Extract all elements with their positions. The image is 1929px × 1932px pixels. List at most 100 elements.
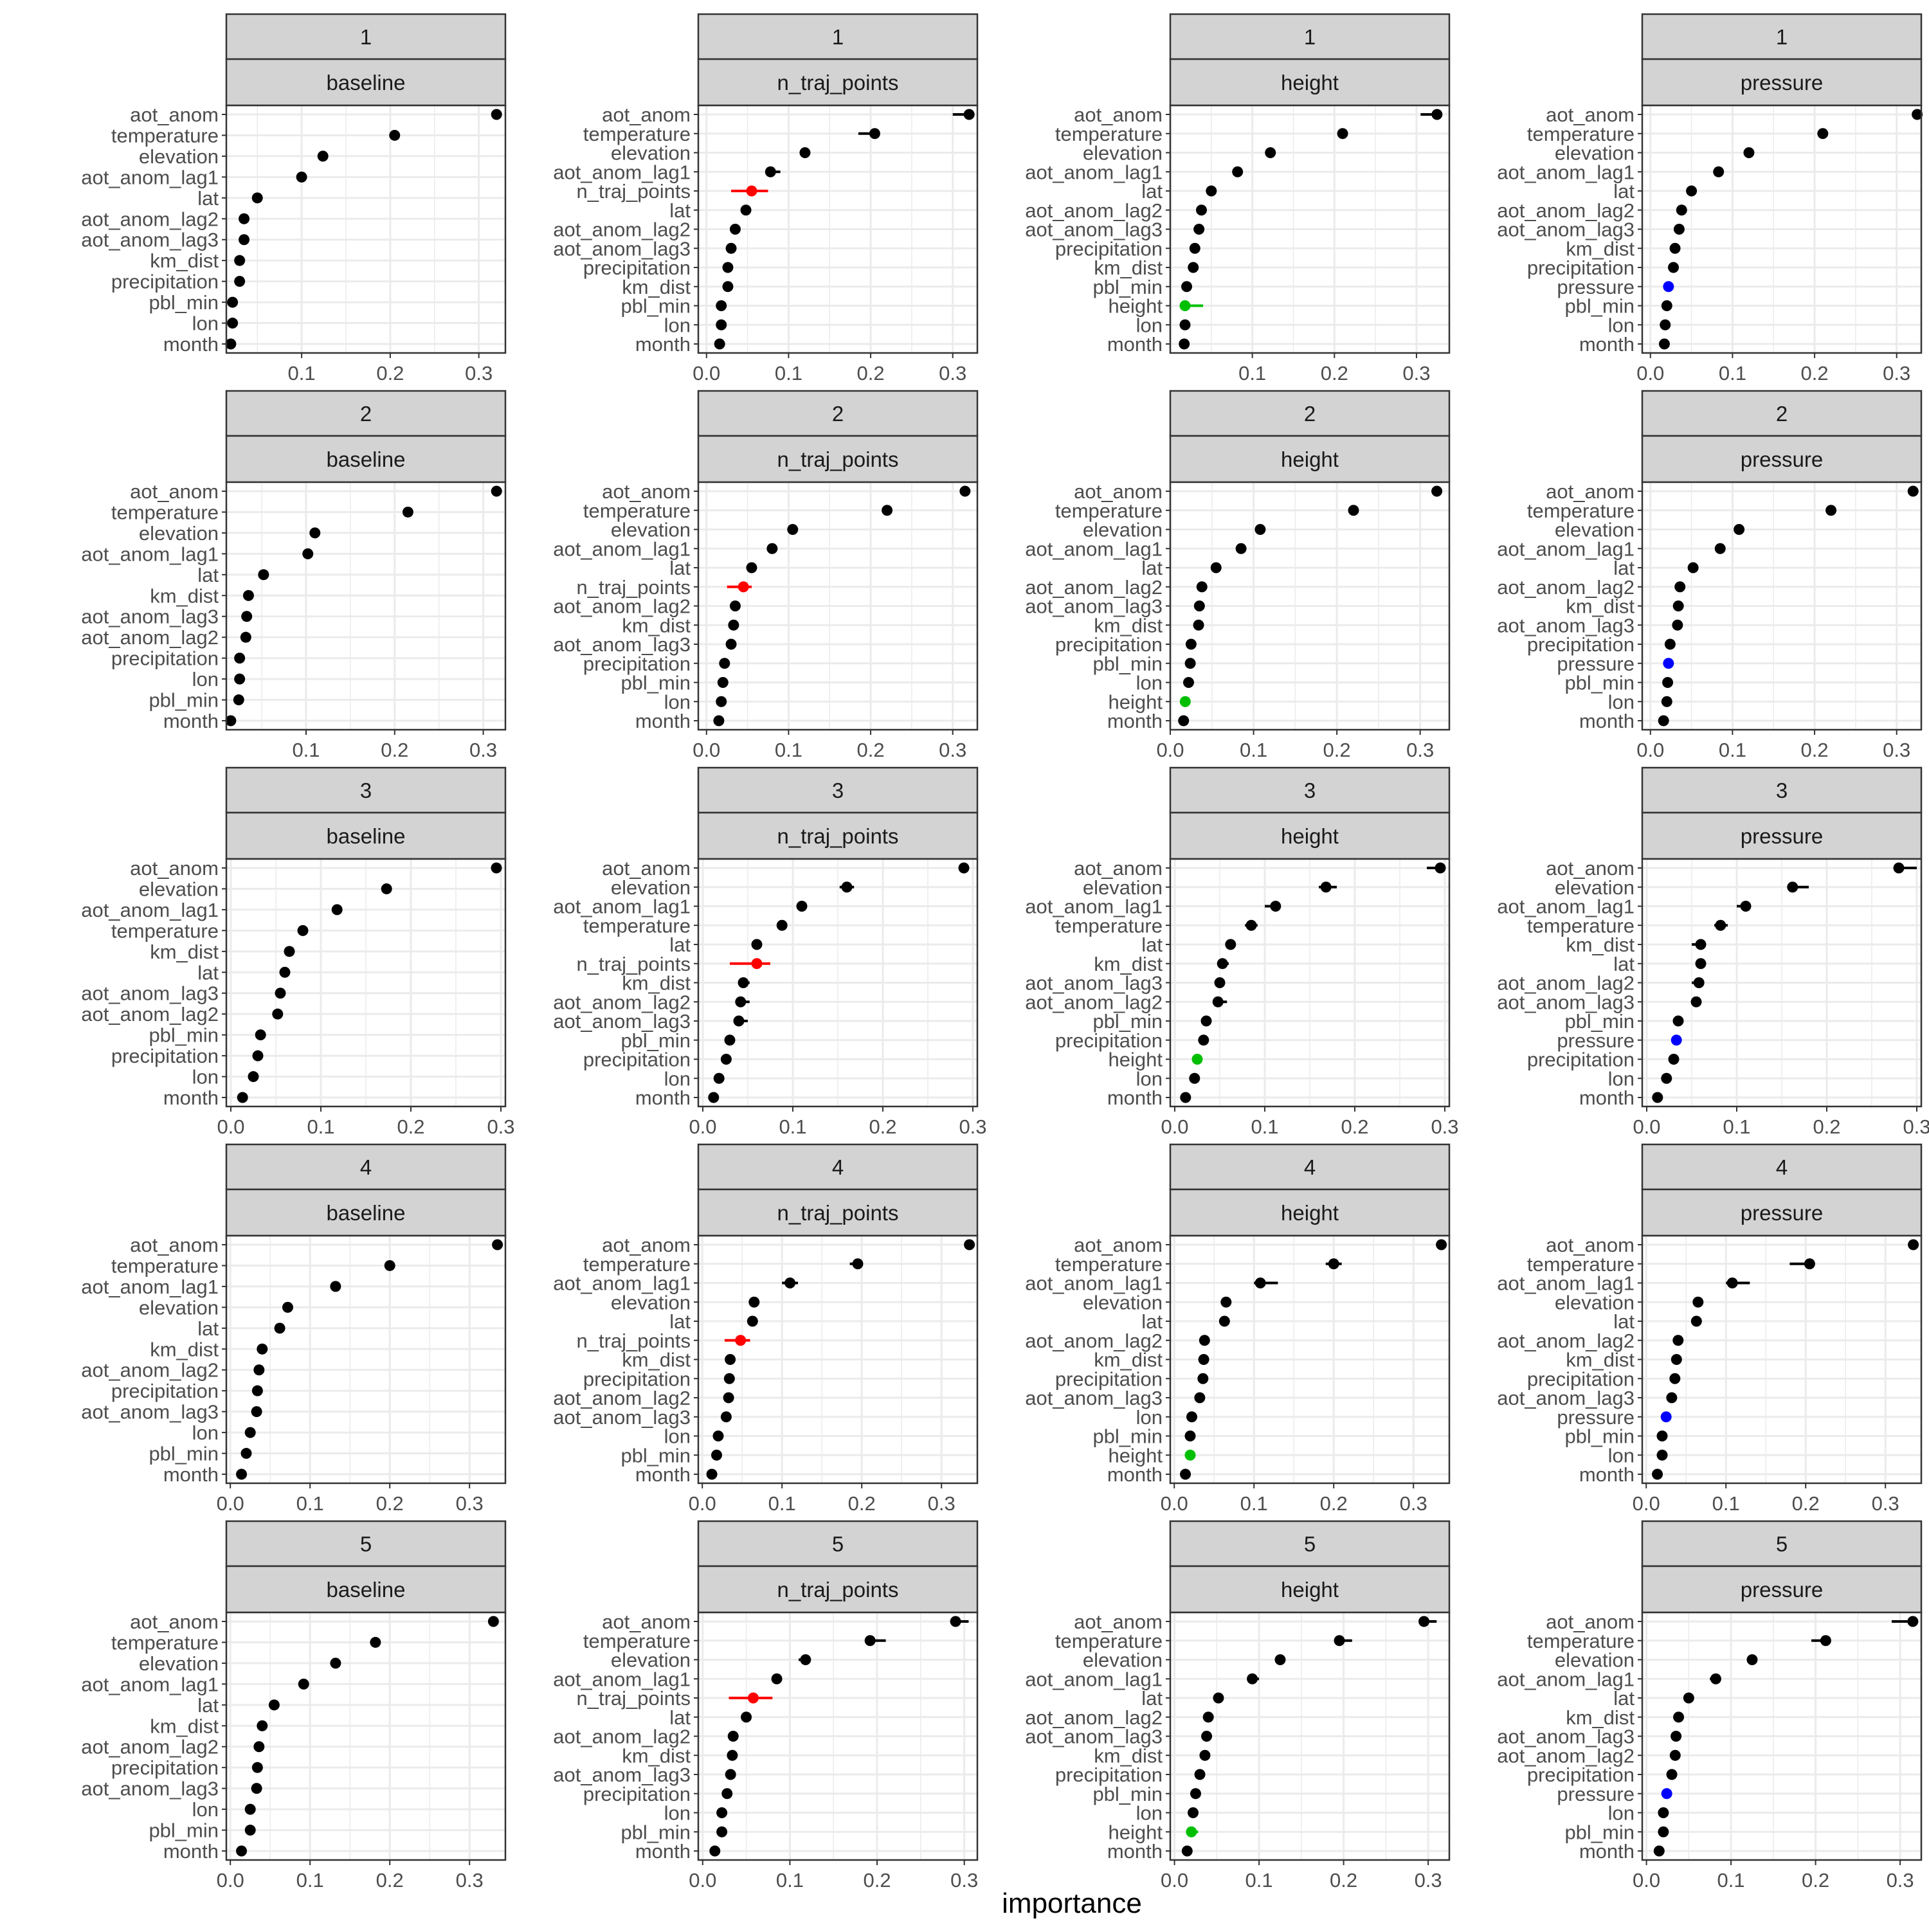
point-aot_anom [1431, 109, 1443, 120]
point-temperature [776, 919, 788, 931]
feature-label: elevation [1555, 142, 1635, 165]
panel-5-n_traj_points: 5 n_traj_points aot_anomtemperatureelevati… [553, 1520, 979, 1891]
feature-label: aot_anom_lag3 [81, 606, 219, 628]
x-tick-label: 0.1 [292, 739, 320, 761]
point-lat [1213, 1692, 1224, 1704]
point-pressure [1661, 1788, 1672, 1800]
point-precipitation [1194, 1769, 1206, 1780]
feature-label: lon [1608, 1067, 1635, 1090]
point-aot_anom [1436, 1239, 1447, 1250]
feature-label: lon [1608, 314, 1635, 336]
point-aot_anom [492, 1239, 503, 1250]
feature-label: aot_anom_lag2 [1497, 972, 1635, 995]
feature-label: aot_anom_lag3 [553, 1406, 691, 1429]
point-elevation [1265, 147, 1276, 158]
point-month [709, 1845, 721, 1857]
strip-fold [225, 1520, 507, 1567]
point-lon [1188, 1807, 1199, 1818]
point-pbl_min [724, 1034, 736, 1046]
point-aot_anom_lag2 [735, 996, 747, 1007]
strip-fold [225, 1143, 507, 1191]
feature-label: aot_anom_lag1 [1497, 161, 1635, 183]
strip-fold [697, 13, 979, 60]
feature-label: elevation [611, 876, 691, 899]
feature-label: aot_anom_lag2 [1497, 1330, 1635, 1352]
strip-model-label: height [1281, 824, 1339, 848]
point-aot_anom_lag1 [331, 904, 343, 916]
panel-4-pressure: 4pressureaot_anomtemperatureaot_anom_lag… [1497, 1143, 1923, 1515]
feature-label: month [1579, 710, 1635, 732]
feature-label: aot_anom_lag1 [1497, 1272, 1635, 1295]
feature-label: pbl_min [620, 1029, 691, 1052]
feature-label: month [1107, 710, 1163, 732]
strip-fold-label: 3 [832, 779, 844, 802]
feature-label: aot_anom [1546, 1234, 1635, 1256]
point-elevation [748, 1296, 760, 1308]
strip-fold [697, 766, 979, 814]
strip-fold [1641, 766, 1923, 814]
x-tick-label: 0.0 [1636, 362, 1664, 384]
strip-fold-label: 4 [1776, 1155, 1788, 1179]
x-tick-label: 0.3 [939, 739, 966, 761]
point-aot_anom_lag3 [1672, 619, 1683, 631]
feature-label: month [163, 1463, 219, 1486]
feature-label: pbl_min [1564, 1821, 1635, 1843]
strip-fold [1169, 13, 1451, 60]
feature-label: temperature [1527, 500, 1635, 522]
feature-label: pbl_min [620, 1444, 691, 1467]
feature-label: km_dist [150, 941, 219, 963]
x-tick-label: 0.1 [1240, 1492, 1268, 1515]
strip-model [225, 811, 507, 860]
point-month [225, 715, 237, 727]
feature-label: aot_anom_lag3 [81, 1401, 219, 1423]
x-tick-label: 0.1 [1240, 739, 1267, 761]
feature-label: aot_anom_lag1 [1025, 1272, 1163, 1295]
feature-label: aot_anom_lag1 [1025, 896, 1163, 918]
feature-label: temperature [1527, 1630, 1635, 1652]
feature-label: aot_anom_lag2 [81, 626, 219, 649]
feature-label: pbl_min [620, 295, 691, 318]
feature-label: lon [664, 314, 691, 336]
point-lat [1206, 185, 1217, 197]
x-tick-label: 0.2 [1330, 1869, 1357, 1891]
strip-model-label: baseline [327, 1578, 406, 1602]
point-n_traj_points [747, 1692, 759, 1704]
point-aot_anom_lag3 [1201, 1731, 1213, 1742]
point-height [1179, 696, 1191, 707]
point-pbl_min [240, 1448, 252, 1459]
feature-label: aot_anom_lag3 [553, 237, 691, 260]
feature-label: elevation [611, 519, 691, 541]
feature-label: aot_anom_lag3 [553, 633, 691, 656]
x-tick-label: 0.2 [1813, 1115, 1840, 1138]
point-aot_anom [959, 485, 971, 497]
point-km_dist [1199, 1749, 1211, 1761]
point-lat [1695, 958, 1707, 970]
point-precipitation [1669, 1373, 1681, 1384]
point-lon [713, 1072, 725, 1084]
panel-border [225, 1234, 507, 1485]
point-aot_anom_lag3 [725, 1769, 736, 1780]
point-month [1181, 1845, 1193, 1857]
point-lon [716, 696, 727, 707]
point-lat [258, 569, 269, 581]
feature-label: km_dist [150, 1715, 219, 1737]
point-pbl_min [244, 1825, 256, 1836]
point-temperature [864, 1635, 876, 1647]
point-aot_anom_lag3 [1214, 977, 1226, 988]
point-month [1658, 715, 1669, 727]
point-precipitation [723, 1373, 735, 1384]
panel-2-pressure: 2pressureaot_anomtemperatureelevationaot… [1497, 390, 1923, 761]
point-n_traj_points [751, 958, 763, 970]
point-month [706, 1468, 718, 1480]
panel-border [697, 481, 979, 731]
x-tick-label: 0.0 [217, 1115, 244, 1138]
point-temperature [389, 129, 401, 141]
point-pressure [1663, 281, 1674, 293]
panel-border [1641, 858, 1923, 1108]
feature-label: temperature [111, 124, 219, 147]
point-aot_anom_lag1 [298, 1678, 309, 1690]
x-tick-label: 0.2 [1801, 739, 1829, 761]
panels-layer: 1baselineaot_anomtemperatureelevationaot… [81, 13, 1929, 1891]
point-aot_anom_lag1 [784, 1277, 796, 1288]
feature-label: lat [669, 934, 691, 956]
